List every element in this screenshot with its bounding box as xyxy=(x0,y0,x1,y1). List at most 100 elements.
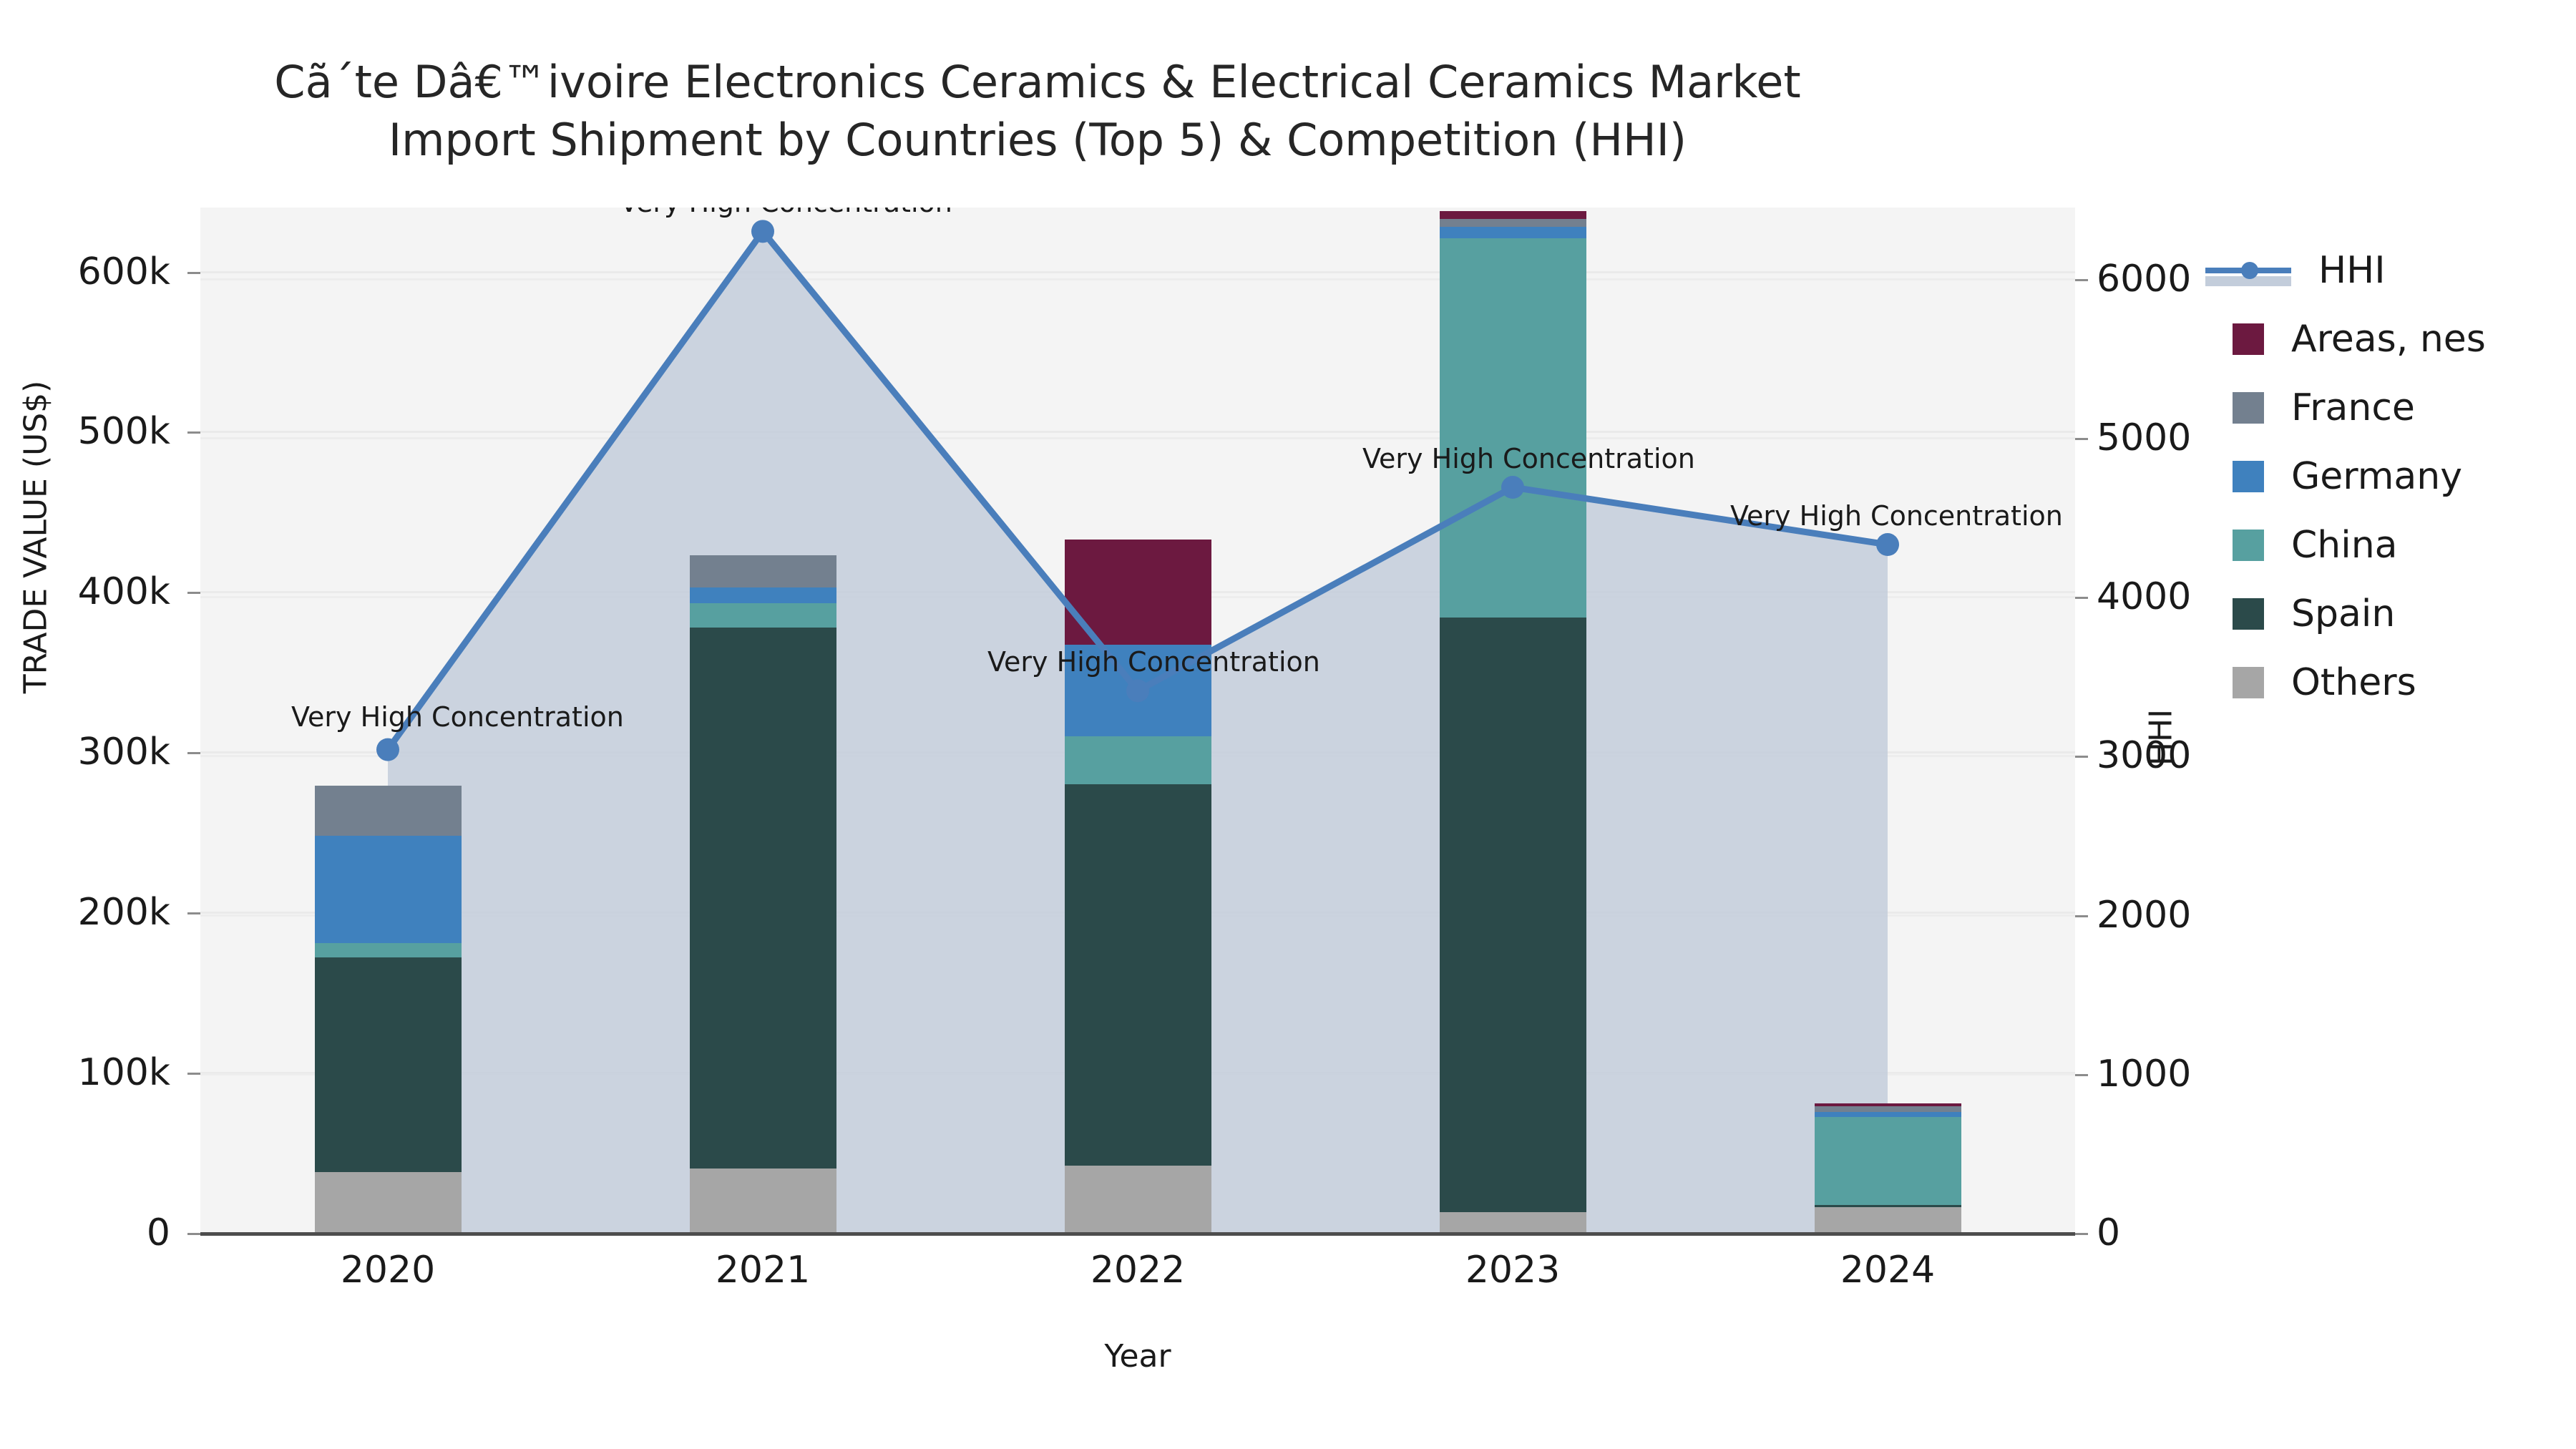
y-tickmark-left xyxy=(187,271,200,274)
legend-item-others[interactable]: Others xyxy=(2233,648,2486,717)
hhi-marker-2023[interactable] xyxy=(1501,476,1524,499)
legend-item-france[interactable]: France xyxy=(2233,374,2486,442)
chart-legend: HHI Areas, nes France Germany China Spain Othe… xyxy=(2205,236,2486,717)
legend-swatch-icon xyxy=(2233,323,2264,355)
hhi-annotation-2023: Very High Concentration xyxy=(1362,443,1695,475)
bar-segment-france[interactable] xyxy=(689,555,836,587)
x-tick-2024: 2024 xyxy=(1840,1249,1936,1292)
y-axis-title-left: TRADE VALUE (US$) xyxy=(18,180,54,895)
bar-segment-germany[interactable] xyxy=(1814,1111,1961,1117)
bar-segment-china[interactable] xyxy=(314,942,462,957)
bar-segment-spain[interactable] xyxy=(1814,1204,1961,1208)
hhi-marker-2020[interactable] xyxy=(376,738,399,761)
x-axis-title-text: Year xyxy=(1104,1338,1171,1375)
legend-item-china[interactable]: China xyxy=(2233,511,2486,580)
bar-segment-china[interactable] xyxy=(1439,238,1586,618)
y-tickmark-left xyxy=(187,752,200,755)
gridline-secondary xyxy=(200,437,2075,440)
bar-segment-spain[interactable] xyxy=(689,627,836,1169)
bar-segment-china[interactable] xyxy=(689,603,836,628)
legend-label: Areas, nes xyxy=(2291,318,2486,361)
hhi-annotation-2020: Very High Concentration xyxy=(291,701,624,733)
gridline xyxy=(200,270,2075,273)
legend-swatch-icon xyxy=(2233,392,2264,424)
y-tickmark-left xyxy=(187,1233,200,1235)
legend-label: France xyxy=(2291,386,2415,429)
x-tick-2023: 2023 xyxy=(1465,1249,1561,1292)
bar-segment-france[interactable] xyxy=(1439,218,1586,227)
y-tick-right-4000: 4000 xyxy=(2097,575,2192,619)
y-tick-right-6000: 6000 xyxy=(2097,257,2192,301)
y-tick-left-400k: 400k xyxy=(77,570,170,614)
legend-swatch-icon xyxy=(2233,530,2264,561)
legend-item-areas-nes[interactable]: Areas, nes xyxy=(2233,305,2486,374)
y-axis-title-right: HHI xyxy=(2143,595,2180,881)
hhi-marker-2022[interactable] xyxy=(1126,679,1149,703)
bar-segment-areas-nes[interactable] xyxy=(1439,210,1586,219)
bar-group-2022[interactable] xyxy=(1064,208,1211,1233)
bar-segment-others[interactable] xyxy=(1439,1211,1586,1233)
bar-segment-france[interactable] xyxy=(314,786,462,836)
legend-item-hhi[interactable]: HHI xyxy=(2205,236,2486,305)
legend-swatch-icon xyxy=(2233,667,2264,698)
bar-group-2020[interactable] xyxy=(314,208,462,1233)
y-tickmark-right xyxy=(2075,278,2088,281)
chart-title-text: Cã´te Dâ€™ivoire Electronics Ceramics & … xyxy=(274,56,1801,166)
y-tick-left-200k: 200k xyxy=(77,891,170,935)
legend-swatch-icon xyxy=(2233,461,2264,492)
plot-area: Very High Concentration Very High Concent… xyxy=(200,208,2075,1233)
y-tick-left-100k: 100k xyxy=(77,1051,170,1095)
bar-segment-others[interactable] xyxy=(1814,1207,1961,1233)
y-tickmark-left xyxy=(187,592,200,595)
x-axis-title: Year xyxy=(200,1338,2075,1375)
legend-label: Spain xyxy=(2291,592,2396,635)
bar-segment-china[interactable] xyxy=(1064,736,1211,785)
y-tick-left-500k: 500k xyxy=(77,410,170,454)
x-tick-2022: 2022 xyxy=(1090,1249,1186,1292)
y-tickmark-right xyxy=(2075,914,2088,917)
bar-segment-others[interactable] xyxy=(1064,1165,1211,1233)
legend-line-marker-icon xyxy=(2205,255,2291,286)
legend-item-spain[interactable]: Spain xyxy=(2233,580,2486,648)
x-axis-line xyxy=(200,1232,2075,1236)
legend-label: China xyxy=(2291,524,2398,567)
y-axis-title-right-text: HHI xyxy=(2142,708,2180,766)
y-tick-right-2000: 2000 xyxy=(2097,893,2192,937)
legend-label: HHI xyxy=(2318,249,2386,292)
bar-segment-china[interactable] xyxy=(1814,1116,1961,1205)
hhi-marker-2024[interactable] xyxy=(1876,533,1899,557)
hhi-line-layer xyxy=(376,220,1899,761)
bar-segment-spain[interactable] xyxy=(314,957,462,1172)
bar-segment-others[interactable] xyxy=(689,1169,836,1233)
bar-segment-areas-nes[interactable] xyxy=(1814,1103,1961,1107)
bar-segment-germany[interactable] xyxy=(1439,226,1586,238)
bar-segment-spain[interactable] xyxy=(1064,784,1211,1166)
y-tickmark-right xyxy=(2075,597,2088,600)
y-tickmark-right xyxy=(2075,1073,2088,1076)
bar-segment-others[interactable] xyxy=(314,1171,462,1233)
y-tick-right-1000: 1000 xyxy=(2097,1052,2192,1096)
y-tick-right-5000: 5000 xyxy=(2097,416,2192,460)
y-tickmark-left xyxy=(187,1073,200,1075)
legend-swatch-icon xyxy=(2233,598,2264,630)
bar-group-2024[interactable] xyxy=(1814,208,1961,1233)
plot-inner: Very High Concentration Very High Concent… xyxy=(200,208,2075,1233)
x-tick-2020: 2020 xyxy=(340,1249,436,1292)
hhi-annotation-2024: Very High Concentration xyxy=(1730,500,2063,532)
bar-segment-spain[interactable] xyxy=(1439,618,1586,1212)
bar-segment-france[interactable] xyxy=(1814,1106,1961,1112)
hhi-marker-2021[interactable] xyxy=(751,220,774,243)
bar-segment-germany[interactable] xyxy=(314,835,462,943)
legend-item-germany[interactable]: Germany xyxy=(2233,442,2486,511)
hhi-annotation-2022: Very High Concentration xyxy=(987,646,1320,678)
y-tickmark-right xyxy=(2075,438,2088,441)
bar-segment-germany[interactable] xyxy=(689,587,836,604)
y-tick-right-0: 0 xyxy=(2097,1211,2121,1254)
bar-group-2021[interactable] xyxy=(689,208,836,1233)
legend-label: Others xyxy=(2291,661,2416,704)
bar-group-2023[interactable] xyxy=(1439,208,1586,1233)
y-tickmark-right xyxy=(2075,756,2088,758)
hhi-annotation-2021: Very High Concentration xyxy=(620,208,952,218)
legend-label: Germany xyxy=(2291,455,2463,498)
